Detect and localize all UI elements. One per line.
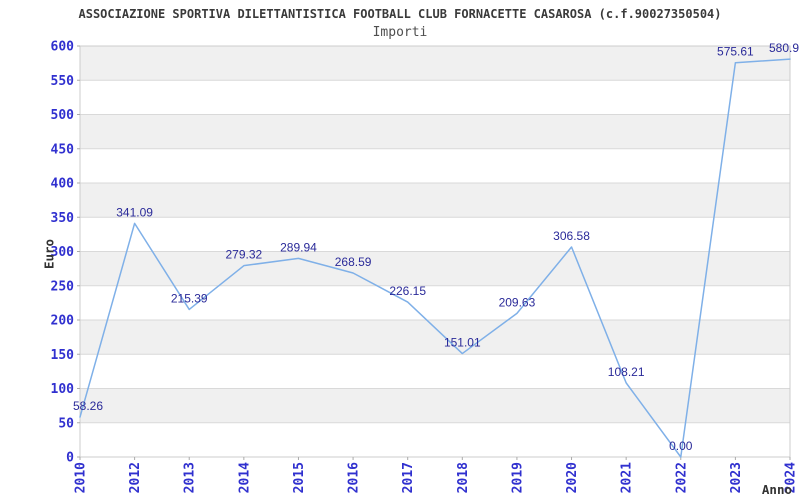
value-label: 279.32 [225, 248, 262, 262]
x-tick-label: 2015 [292, 462, 307, 493]
x-tick-label: 2020 [565, 462, 580, 493]
y-tick-label: 350 [51, 211, 75, 226]
value-label: 306.58 [553, 229, 590, 243]
x-tick-label: 2023 [729, 462, 744, 493]
x-tick-label: 2017 [401, 462, 416, 493]
y-tick-label: 0 [66, 451, 74, 466]
x-axis-title: Anno [761, 482, 792, 497]
y-tick-label: 550 [51, 74, 75, 89]
plot-band [80, 320, 790, 355]
value-label: 226.15 [389, 284, 426, 298]
y-tick-label: 600 [51, 40, 75, 55]
value-label: 341.09 [116, 205, 153, 219]
data-line [79, 58, 791, 458]
y-tick-label: 200 [51, 314, 75, 329]
y-tick-label: 150 [51, 348, 75, 363]
plot-band [80, 46, 790, 81]
value-label: 575.61 [717, 45, 754, 59]
plot-band [80, 183, 790, 218]
plot-band [80, 388, 790, 423]
plot-band [80, 114, 790, 149]
chart-subtitle: Importi [372, 25, 428, 40]
x-tick-label: 2013 [183, 462, 198, 493]
y-tick-label: 50 [58, 416, 74, 431]
x-tick-label: 2024 [784, 462, 799, 493]
x-tick-label: 2014 [237, 462, 252, 493]
value-label: 289.94 [280, 240, 317, 254]
value-label: 215.39 [171, 291, 208, 305]
x-tick-label: 2010 [74, 462, 89, 493]
value-label: 108.21 [608, 365, 645, 379]
x-tick-label: 2018 [456, 462, 471, 493]
value-label: 580.9 [769, 41, 799, 55]
x-tick-label: 2016 [347, 462, 362, 493]
y-tick-label: 400 [51, 177, 75, 192]
y-tick-label: 100 [51, 382, 75, 397]
chart-title: ASSOCIAZIONE SPORTIVA DILETTANTISTICA FO… [78, 7, 722, 21]
x-tick-label: 2012 [128, 462, 143, 493]
plot-band [80, 251, 790, 286]
x-tick-label: 2021 [620, 462, 635, 493]
value-label: 209.63 [499, 295, 536, 309]
y-tick-label: 300 [51, 245, 75, 260]
value-label: 268.59 [335, 255, 372, 269]
y-tick-label: 500 [51, 108, 75, 123]
value-label: 0.00 [669, 439, 693, 453]
x-tick-label: 2019 [510, 462, 525, 493]
y-tick-label: 450 [51, 142, 75, 157]
value-label: 151.01 [444, 336, 481, 350]
x-tick-label: 2022 [674, 462, 689, 493]
value-label: 58.26 [73, 399, 103, 413]
y-tick-label: 250 [51, 279, 75, 294]
y-axis-title: Euro [41, 238, 57, 270]
